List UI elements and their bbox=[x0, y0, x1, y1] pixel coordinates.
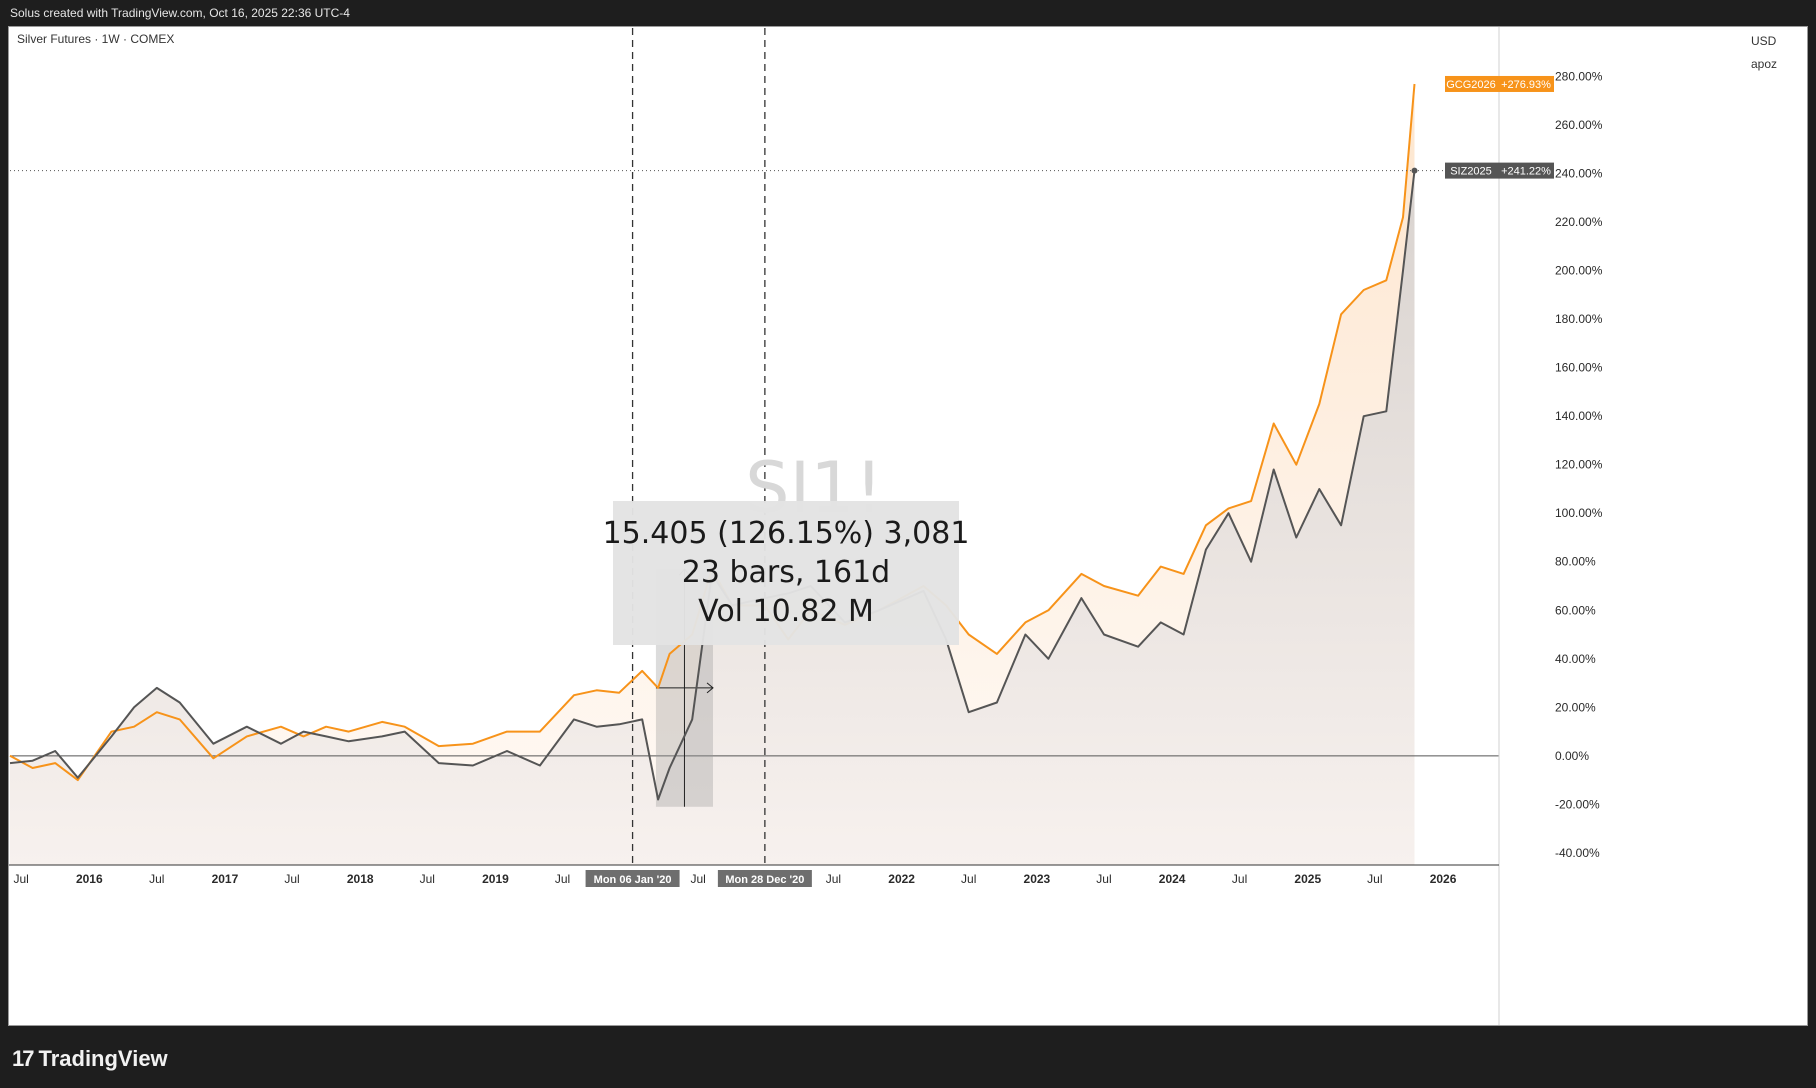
date-marker-label-bg bbox=[717, 870, 812, 887]
y-tick-label: 140.00% bbox=[1555, 409, 1603, 423]
y-tick-label: 260.00% bbox=[1555, 118, 1603, 132]
series-area-SIZ2025 bbox=[10, 170, 1415, 866]
chart-frame[interactable]: SI1! 15.405 (126.15%) 3,081 23 bars, 161d V… bbox=[8, 26, 1808, 1026]
measure-info-line1: 15.405 (126.15%) 3,081 bbox=[603, 516, 970, 551]
currency-label[interactable]: USD bbox=[1751, 34, 1777, 48]
y-tick-label: 40.00% bbox=[1555, 652, 1596, 666]
y-tick-label: 280.00% bbox=[1555, 70, 1603, 84]
y-tick-label: 180.00% bbox=[1555, 312, 1603, 326]
x-tick-label: 2024 bbox=[1159, 872, 1186, 886]
x-tick-label: 2022 bbox=[888, 872, 915, 886]
x-tick-label: Jul bbox=[420, 872, 435, 886]
series-value-tag-text: +241.22% bbox=[1501, 166, 1551, 178]
x-tick-label: Jul bbox=[690, 872, 705, 886]
attribution-text: Solus created with TradingView.com, Oct … bbox=[10, 6, 350, 20]
x-tick-label: Jul bbox=[961, 872, 976, 886]
x-tick-label: 2017 bbox=[212, 872, 239, 886]
unit-label[interactable]: apoz bbox=[1751, 57, 1777, 71]
x-tick-label: Jul bbox=[826, 872, 841, 886]
x-tick-label: Jul bbox=[149, 872, 164, 886]
date-marker-label: Mon 28 Dec '20 bbox=[725, 874, 804, 886]
x-tick-label: Jul bbox=[284, 872, 299, 886]
measure-info-box bbox=[613, 501, 959, 645]
y-tick-label: 160.00% bbox=[1555, 361, 1603, 375]
y-tick-label: -40.00% bbox=[1555, 846, 1600, 860]
tradingview-brand-text: TradingView bbox=[38, 1046, 168, 1071]
series-name-tag-text: GCG2026 bbox=[1446, 79, 1496, 91]
x-tick-label: Jul bbox=[1232, 872, 1247, 886]
y-tick-label: 60.00% bbox=[1555, 603, 1596, 617]
y-tick-label: 80.00% bbox=[1555, 555, 1596, 569]
measure-arrow-head-right bbox=[706, 682, 714, 694]
attribution-bar: Solus created with TradingView.com, Oct … bbox=[0, 0, 1816, 26]
series-value-tag-SIZ2025 bbox=[1498, 162, 1554, 179]
last-point-SIZ2025 bbox=[1411, 167, 1418, 174]
x-tick-label: Jul bbox=[555, 872, 570, 886]
measure-info-line3: Vol 10.82 M bbox=[698, 594, 874, 629]
x-tick-label: 2018 bbox=[347, 872, 374, 886]
y-tick-label: 120.00% bbox=[1555, 458, 1603, 472]
measure-info-line2: 23 bars, 161d bbox=[682, 555, 890, 590]
series-name-tag-GCG2026 bbox=[1445, 75, 1498, 92]
footer-bar: 17 TradingView bbox=[0, 1026, 1816, 1088]
series-name-tag-text: SIZ2025 bbox=[1450, 166, 1492, 178]
series-name-tag-SIZ2025 bbox=[1445, 162, 1498, 179]
y-tick-label: 240.00% bbox=[1555, 167, 1603, 181]
legend-title: Silver Futures · 1W · COMEX bbox=[17, 32, 174, 46]
y-tick-label: 220.00% bbox=[1555, 215, 1603, 229]
x-tick-label: 2019 bbox=[482, 872, 509, 886]
y-tick-label: -20.00% bbox=[1555, 797, 1600, 811]
y-tick-label: 100.00% bbox=[1555, 506, 1603, 520]
tradingview-logo-icon: 17 bbox=[12, 1046, 35, 1071]
y-tick-label: 200.00% bbox=[1555, 264, 1603, 278]
series-value-tag-GCG2026 bbox=[1498, 75, 1554, 92]
x-tick-label: 2026 bbox=[1430, 872, 1457, 886]
x-tick-label: 2025 bbox=[1294, 872, 1321, 886]
x-tick-label: 2016 bbox=[76, 872, 103, 886]
date-marker-label: Mon 06 Jan '20 bbox=[594, 874, 672, 886]
tradingview-logo[interactable]: 17 TradingView bbox=[12, 1046, 168, 1072]
x-tick-label: Jul bbox=[13, 872, 28, 886]
series-value-tag-text: +276.93% bbox=[1501, 79, 1551, 91]
x-tick-label: 2023 bbox=[1024, 872, 1051, 886]
x-tick-label: Jul bbox=[1096, 872, 1111, 886]
date-marker-label-bg bbox=[585, 870, 680, 887]
x-tick-label: Jul bbox=[1367, 872, 1382, 886]
y-tick-label: 0.00% bbox=[1555, 749, 1589, 763]
y-tick-label: 20.00% bbox=[1555, 700, 1596, 714]
